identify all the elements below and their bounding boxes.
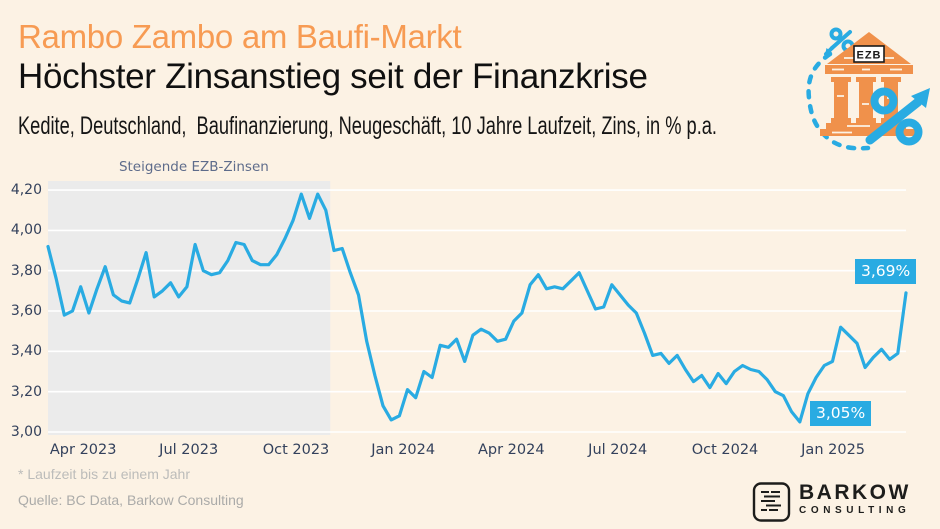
barkow-consulting-logo: BARKOW CONSULTING <box>752 482 911 522</box>
x-tick-label: Jan 2025 <box>801 442 866 458</box>
y-tick-label: 4,20 <box>10 182 42 199</box>
y-tick-label: 3,80 <box>10 262 42 279</box>
logo-subtitle: CONSULTING <box>799 505 911 516</box>
x-tick-label: Oct 2024 <box>691 442 759 458</box>
y-axis: 4,20 4,00 3,80 3,60 3,40 3,20 3,00 <box>0 181 42 440</box>
logo-name: BARKOW <box>799 481 911 504</box>
chart-description: Kedite, Deutschland, Baufinanzierung, Ne… <box>18 112 717 140</box>
dashed-path-icon <box>806 51 871 151</box>
data-point-label: 3,69% <box>855 259 917 284</box>
x-axis: Apr 2023 Jul 2023 Oct 2023 Jan 2024 Apr 2024… <box>48 442 906 462</box>
footnote-source: Quelle: BC Data, Barkow Consulting <box>18 492 244 508</box>
rate-line <box>46 192 908 424</box>
x-tick-label: Jul 2024 <box>588 442 648 458</box>
y-tick-label: 3,40 <box>10 343 42 360</box>
y-tick-label: 3,00 <box>10 424 42 440</box>
page-title: Rambo Zambo am Baufi-Markt <box>18 18 462 55</box>
x-tick-label: Jan 2024 <box>371 442 436 458</box>
bank-sign-label: EZB <box>857 50 882 62</box>
x-tick-label: Apr 2024 <box>477 442 545 458</box>
x-tick-label: Apr 2023 <box>49 442 117 458</box>
shaded-region-label: Steigende EZB-Zinsen <box>118 159 269 175</box>
x-tick-label: Jul 2023 <box>159 442 219 458</box>
x-tick-label: Oct 2023 <box>262 442 330 458</box>
rate-line-chart <box>46 181 908 435</box>
shaded-region <box>48 181 331 435</box>
footnote-maturity: * Laufzeit bis zu einem Jahr <box>18 466 190 482</box>
rising-percent-arrow-icon <box>865 87 930 146</box>
line-chart-plot-area: Steigende EZB-Zinsen 3,69% 3,05% <box>46 159 917 435</box>
data-point-label: 3,05% <box>810 401 872 426</box>
barkow-logo-mark-icon <box>752 482 791 522</box>
y-tick-label: 3,60 <box>10 303 42 319</box>
y-tick-label: 3,20 <box>10 383 42 400</box>
y-tick-label: 4,00 <box>10 222 42 239</box>
page-subtitle: Höchster Zinsanstieg seit der Finanzkris… <box>18 57 648 96</box>
ezb-bank-icon: EZB <box>806 27 930 151</box>
